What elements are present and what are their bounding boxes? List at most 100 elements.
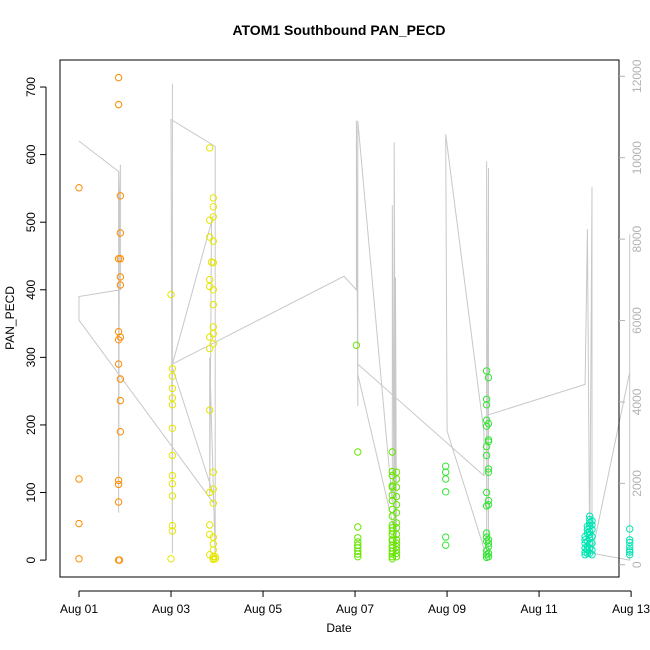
data-point — [484, 438, 493, 446]
data-point — [484, 496, 493, 505]
data-point — [115, 556, 124, 564]
data-point — [392, 475, 401, 483]
series-3 — [442, 367, 493, 562]
series-1 — [167, 144, 219, 564]
data-point — [209, 300, 218, 309]
data-point — [168, 521, 177, 530]
x-tick-label: Aug 09 — [428, 602, 466, 616]
data-point — [209, 213, 218, 221]
data-point — [392, 553, 401, 561]
data-point — [354, 523, 362, 531]
data-point — [75, 184, 83, 192]
series-0 — [75, 73, 125, 564]
data-point — [116, 396, 125, 405]
y-axis-right: 0 2000 4000 6000 8000 10000 12000 — [619, 59, 644, 568]
data-point — [388, 496, 396, 505]
data-point — [209, 237, 218, 245]
data-point — [211, 555, 219, 563]
data-point — [586, 544, 594, 552]
data-point — [206, 521, 214, 529]
data-point — [116, 428, 125, 436]
data-point — [114, 328, 123, 336]
data-point — [168, 372, 177, 380]
data-point — [482, 488, 491, 497]
plot-frame — [59, 59, 620, 578]
data-point — [482, 442, 491, 451]
data-point — [388, 491, 396, 499]
y2-tick-label: 4000 — [630, 388, 644, 415]
data-point — [392, 492, 401, 501]
data-point — [114, 476, 123, 485]
y-tick-label: 200 — [24, 415, 38, 435]
data-point — [484, 553, 493, 561]
data-point — [482, 451, 491, 460]
data-point — [209, 259, 218, 267]
data-point — [209, 485, 218, 493]
y-tick-label: 0 — [24, 556, 38, 563]
data-point — [442, 462, 450, 470]
y2-tick-label: 2000 — [630, 470, 644, 497]
data-point — [167, 290, 175, 299]
data-point — [388, 448, 396, 456]
data-point — [354, 547, 362, 555]
data-point — [626, 546, 634, 554]
data-point — [209, 340, 218, 348]
data-point — [114, 498, 123, 506]
x-tick-label: Aug 07 — [336, 602, 374, 616]
series-4 — [581, 512, 634, 559]
data-point — [114, 360, 123, 368]
data-point — [168, 365, 177, 373]
series-2 — [352, 341, 401, 563]
data-point — [75, 555, 83, 563]
data-points-layer — [75, 73, 634, 564]
data-point — [388, 483, 396, 491]
data-point — [482, 367, 491, 375]
data-point — [354, 448, 362, 456]
data-point — [116, 192, 125, 200]
data-point — [392, 501, 401, 509]
y-tick-label: 700 — [24, 77, 38, 97]
data-point — [392, 519, 401, 527]
data-point — [388, 555, 396, 563]
data-point — [442, 533, 450, 541]
data-point — [586, 539, 594, 547]
data-point — [354, 553, 362, 561]
data-point — [209, 330, 218, 338]
data-point — [392, 509, 401, 517]
data-point — [626, 538, 634, 547]
data-point — [392, 549, 401, 557]
data-point — [586, 530, 594, 539]
data-point — [209, 203, 218, 211]
x-axis: Aug 01 Aug 03 Aug 05 Aug 07 Aug 09 Aug 11 Aug … — [60, 590, 650, 616]
data-point — [168, 384, 177, 393]
data-point — [167, 555, 175, 563]
data-point — [206, 144, 214, 152]
data-point — [586, 534, 594, 543]
y-axis-label: PAN_PECD — [3, 286, 17, 350]
data-point — [482, 395, 491, 403]
data-point — [482, 551, 491, 559]
data-point — [206, 344, 214, 353]
x-tick-label: Aug 01 — [60, 602, 98, 616]
data-point — [484, 436, 493, 444]
data-point — [586, 519, 594, 527]
data-point — [484, 501, 493, 509]
data-point — [116, 375, 125, 383]
data-point — [114, 480, 123, 489]
data-point — [626, 525, 634, 533]
data-point — [168, 480, 177, 488]
data-point — [352, 341, 361, 349]
data-point — [168, 492, 177, 500]
data-point — [209, 553, 218, 561]
data-point — [392, 530, 401, 539]
data-point — [484, 373, 493, 382]
x-tick-label: Aug 03 — [152, 602, 190, 616]
data-point — [388, 547, 396, 555]
altitude-trace-line — [78, 83, 631, 561]
y2-tick-label: 12000 — [630, 59, 644, 93]
y-tick-label: 300 — [24, 347, 38, 367]
data-point — [588, 521, 596, 529]
data-point — [209, 468, 218, 476]
data-point — [75, 475, 83, 483]
data-point — [484, 539, 493, 547]
